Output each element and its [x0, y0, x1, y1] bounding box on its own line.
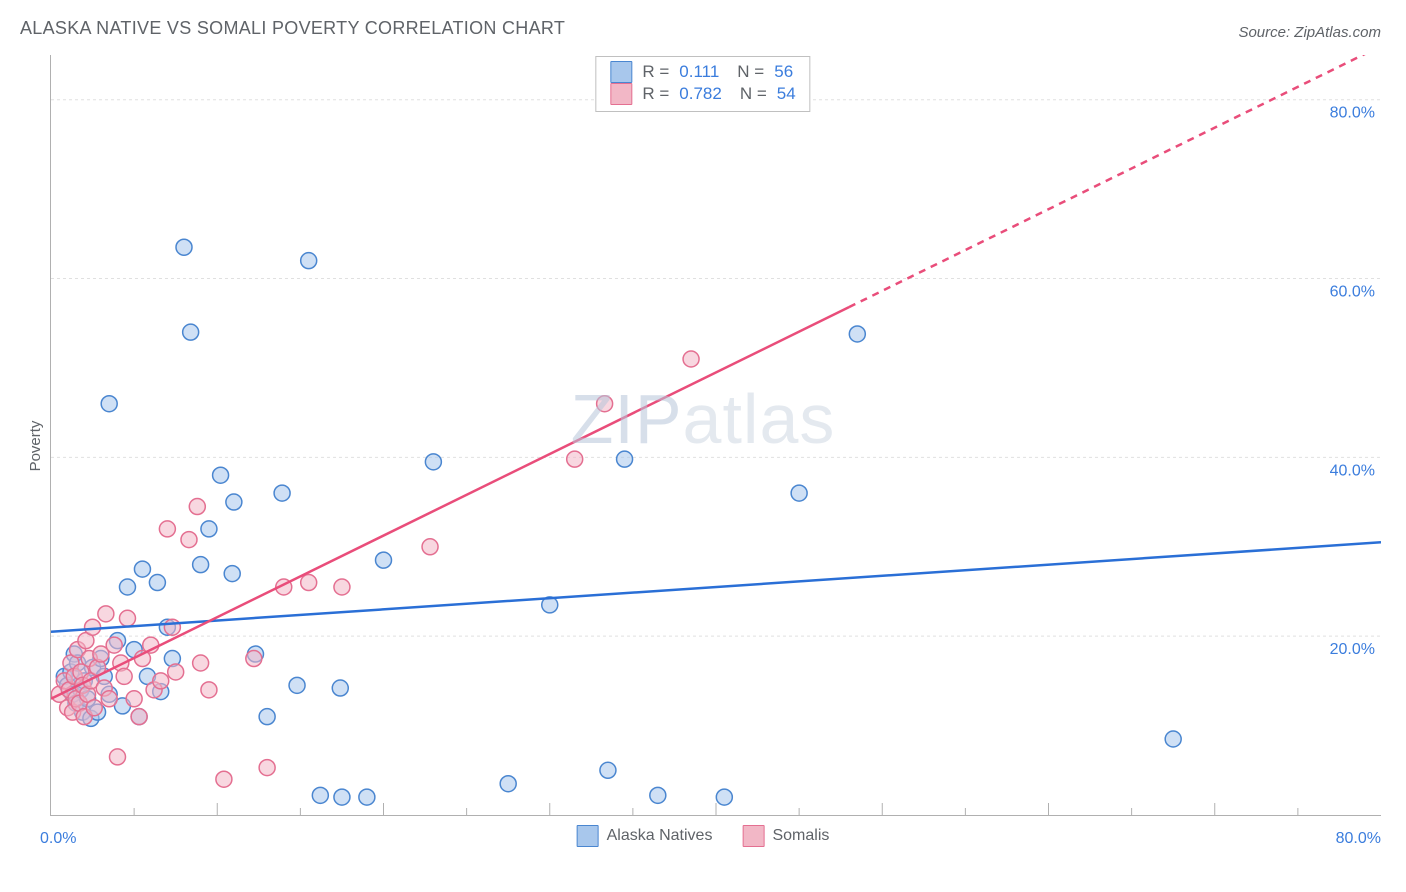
legend-label: Alaska Natives [607, 827, 713, 844]
n-value: 56 [774, 62, 793, 82]
x-end-label: 80.0% [1336, 830, 1381, 848]
svg-text:40.0%: 40.0% [1330, 462, 1375, 479]
source-label: Source: ZipAtlas.com [1238, 24, 1381, 41]
x-origin-label: 0.0% [40, 830, 76, 848]
chart-title: ALASKA NATIVE VS SOMALI POVERTY CORRELAT… [20, 18, 565, 39]
n-label: N = [740, 84, 767, 104]
legend-item-alaska: Alaska Natives [577, 825, 713, 847]
r-value: 0.111 [679, 62, 719, 82]
swatch-alaska-icon [577, 825, 599, 847]
legend-item-somali: Somalis [742, 825, 829, 847]
y-axis-label: Poverty [27, 421, 44, 472]
n-label: N = [737, 62, 764, 82]
svg-text:20.0%: 20.0% [1330, 641, 1375, 658]
scatter-plot: 20.0% 40.0% 60.0% 80.0% [50, 55, 1381, 816]
svg-text:80.0%: 80.0% [1330, 105, 1375, 122]
r-value: 0.782 [679, 84, 722, 104]
series-legend: Alaska Natives Somalis [577, 825, 830, 847]
swatch-somali-icon [610, 83, 632, 105]
legend-label: Somalis [772, 827, 829, 844]
correlation-row-alaska: R = 0.111 N = 56 [610, 61, 795, 83]
r-label: R = [642, 62, 669, 82]
chart-container: ALASKA NATIVE VS SOMALI POVERTY CORRELAT… [0, 0, 1406, 892]
correlation-legend: R = 0.111 N = 56 R = 0.782 N = 54 [595, 56, 810, 112]
correlation-row-somali: R = 0.782 N = 54 [610, 83, 795, 105]
r-label: R = [642, 84, 669, 104]
n-value: 54 [777, 84, 796, 104]
svg-text:60.0%: 60.0% [1330, 284, 1375, 301]
swatch-somali-icon [742, 825, 764, 847]
swatch-alaska-icon [610, 61, 632, 83]
